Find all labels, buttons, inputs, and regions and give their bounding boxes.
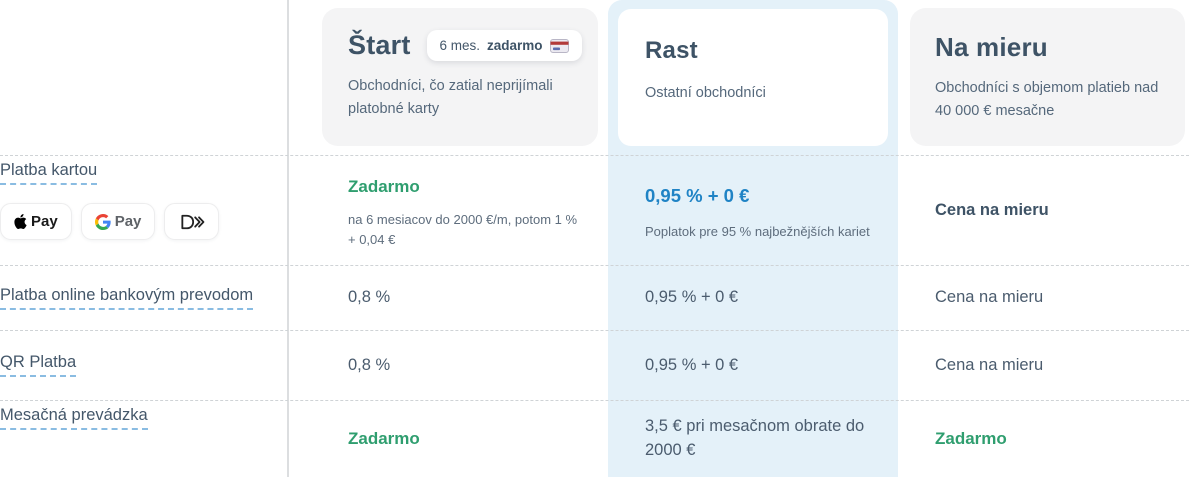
plan-title-start: Štart bbox=[348, 30, 411, 60]
payment-method-chips: Pay Pay bbox=[0, 203, 220, 240]
plan-subtitle-rast: Ostatní obchodníci bbox=[645, 85, 766, 101]
row-separator bbox=[0, 265, 1189, 266]
cell-value: Cena na mieru bbox=[935, 288, 1044, 306]
promo-badge-prefix: 6 mes. bbox=[439, 38, 481, 53]
cell-platba-kartou-rast: 0,95 % + 0 € Poplatok pre 95 % najbežněj… bbox=[645, 155, 891, 265]
cell-value: 0,95 % + 0 € bbox=[645, 355, 739, 374]
plan-card-na-mieru: Na mieru Obchodníci s objemom platieb na… bbox=[910, 8, 1185, 146]
cell-value: Zadarmo bbox=[935, 428, 1007, 448]
plan-card-rast: Rast Ostatní obchodníci bbox=[618, 9, 888, 146]
cell-value: 0,8 % bbox=[348, 288, 391, 306]
plan-subtitle-na-mieru: Obchodníci s objemom platieb nad 40 000 … bbox=[935, 80, 1159, 120]
row-separator bbox=[0, 400, 1189, 401]
row-label-mesacna-prevadzka[interactable]: Mesačná prevádzka bbox=[0, 406, 148, 430]
cell-value: 0,95 % + 0 € bbox=[645, 288, 739, 306]
cell-prevod-start: 0,8 % bbox=[348, 265, 584, 330]
cell-value: Zadarmo bbox=[348, 177, 420, 196]
cell-prevadzka-rast: 3,5 € pri mesačnom obrate do 2000 € bbox=[645, 400, 890, 477]
plan-subtitle-start: Obchodníci, čo zatial neprijímali platob… bbox=[348, 78, 553, 118]
row-label-wrap: Mesačná prevádzka bbox=[0, 406, 148, 430]
row-separator bbox=[0, 155, 1189, 156]
cell-prevadzka-na-mieru: Zadarmo bbox=[935, 400, 1175, 477]
row-label-wrap: Platba kartou bbox=[0, 161, 98, 185]
google-g-icon bbox=[94, 213, 111, 230]
apple-pay-icon bbox=[14, 214, 27, 229]
cell-value: 0,95 % + 0 € bbox=[645, 185, 750, 206]
row-label-bankovy-prevod[interactable]: Platba online bankovým prevodom bbox=[0, 286, 254, 310]
cell-prevod-na-mieru: Cena na mieru bbox=[935, 265, 1175, 330]
row-label-platba-kartou[interactable]: Platba kartou bbox=[0, 161, 98, 185]
credit-card-icon bbox=[549, 38, 569, 53]
cell-value: Zadarmo bbox=[348, 428, 420, 448]
plan-title-na-mieru: Na mieru bbox=[935, 32, 1048, 62]
cell-prevod-rast: 0,95 % + 0 € bbox=[645, 265, 891, 330]
cell-platba-kartou-start: Zadarmo na 6 mesiacov do 2000 €/m, potom… bbox=[348, 155, 584, 265]
row-label-qr-platba[interactable]: QR Platba bbox=[0, 353, 77, 377]
row-label-wrap: QR Platba bbox=[0, 330, 77, 400]
promo-badge-bold: zadarmo bbox=[487, 38, 543, 53]
cell-prevadzka-start: Zadarmo bbox=[348, 400, 584, 477]
cell-subtext: na 6 mesiacov do 2000 €/m, potom 1 % + 0… bbox=[348, 212, 578, 248]
promo-badge: 6 mes. zadarmo bbox=[426, 30, 582, 61]
cell-value: 0,8 % bbox=[348, 355, 391, 374]
cell-qr-na-mieru: Cena na mieru bbox=[935, 330, 1175, 400]
plan-card-start: Štart 6 mes. zadarmo Obchodníci, čo zati… bbox=[322, 8, 598, 146]
cell-qr-start: 0,8 % bbox=[348, 330, 584, 400]
cell-value: Cena na mieru bbox=[935, 200, 1049, 219]
contactless-icon bbox=[181, 214, 205, 229]
row-label-wrap: Platba online bankovým prevodom bbox=[0, 265, 254, 330]
apple-pay-chip: Pay bbox=[0, 203, 72, 240]
row-separator bbox=[0, 330, 1189, 331]
cell-qr-rast: 0,95 % + 0 € bbox=[645, 330, 891, 400]
cell-subtext: Poplatok pre 95 % najbežnějších kariet bbox=[645, 224, 870, 239]
google-pay-chip: Pay bbox=[80, 203, 156, 240]
cell-platba-kartou-na-mieru: Cena na mieru bbox=[935, 155, 1175, 265]
contactless-chip bbox=[164, 203, 220, 240]
cell-value: Cena na mieru bbox=[935, 355, 1044, 374]
cell-value: 3,5 € pri mesačnom obrate do 2000 € bbox=[645, 416, 865, 459]
label-column-divider bbox=[287, 0, 289, 477]
plan-title-rast: Rast bbox=[645, 37, 698, 64]
apple-pay-label: Pay bbox=[31, 213, 58, 230]
google-pay-label: Pay bbox=[114, 213, 142, 230]
